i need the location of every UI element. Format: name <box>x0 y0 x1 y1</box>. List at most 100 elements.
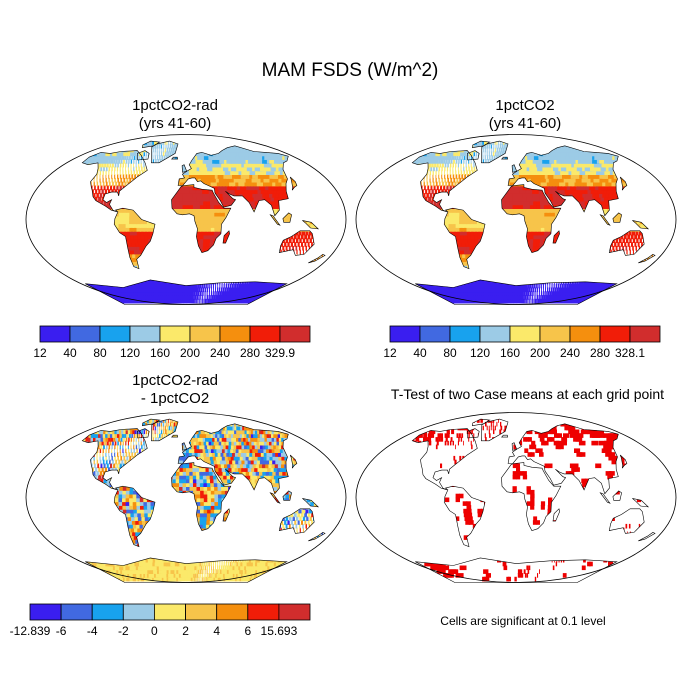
coastline-sumatra <box>599 214 611 226</box>
coastline-new-guinea <box>632 498 650 508</box>
coastline-africa <box>171 462 232 531</box>
map-panel-2 <box>355 134 677 305</box>
colorbar-1-swatch <box>39 325 71 343</box>
coastline-new-zealand <box>638 532 656 542</box>
map-1-field <box>82 141 325 304</box>
coastline-uk <box>181 164 188 173</box>
colorbar-3-swatch <box>91 603 124 621</box>
coastline-africa <box>501 462 562 531</box>
coastline-north-america <box>81 428 148 491</box>
colorbar-2-label: 280 <box>590 346 610 360</box>
coastline-greenland <box>151 140 179 164</box>
coastline-sumatra <box>269 492 281 504</box>
colorbar-3-label: 15.693 <box>261 624 298 638</box>
coastline-north-america <box>411 150 478 213</box>
coastline-sumatra <box>269 214 281 226</box>
panel-2-title: 1pctCO2 (yrs 41-60) <box>360 97 690 133</box>
colorbar-3-label: 2 <box>182 624 189 638</box>
coastline-new-zealand <box>308 254 326 264</box>
colorbar-2-swatch <box>599 325 631 343</box>
coastline-japan <box>289 176 298 191</box>
colorbar-3-label: 4 <box>213 624 220 638</box>
coastline-madagascar <box>222 230 230 244</box>
panel-3-title-line1: 1pctCO2-rad <box>132 372 218 389</box>
colorbar-3-swatch <box>153 603 186 621</box>
coastline-uk <box>511 164 518 173</box>
panel-4-title-line1: T-Test of two Case means at each grid po… <box>390 386 665 402</box>
colorbar-3-swatch <box>60 603 93 621</box>
coastline-eurasia <box>507 423 619 495</box>
coastline-south-america <box>443 207 486 270</box>
coastline-borneo <box>612 490 622 501</box>
colorbar-2-label: 12 <box>383 346 397 360</box>
coastline-australia <box>278 508 315 534</box>
colorbar-1-label: 80 <box>93 346 107 360</box>
colorbar-3-label: 0 <box>151 624 158 638</box>
significance-note: Cells are significant at 0.1 level <box>440 614 606 628</box>
colorbar-2-label: 40 <box>413 346 427 360</box>
colorbar-1-label: 200 <box>180 346 200 360</box>
coastline-greenland <box>151 418 179 442</box>
coastline-iceland <box>501 156 509 160</box>
colorbar-2-label: 240 <box>560 346 580 360</box>
colorbar-3-label: -4 <box>87 624 98 638</box>
coastline-new-guinea <box>302 498 320 508</box>
colorbar-1-swatch <box>249 325 281 343</box>
map-4-field <box>412 419 655 582</box>
colorbar-1-label: 120 <box>120 346 140 360</box>
coastline-uk <box>181 442 188 451</box>
coastline-ellesmere <box>472 140 491 149</box>
coastline-japan <box>289 454 298 469</box>
coastline-ellesmere <box>142 418 161 427</box>
colorbar-1: 12 40 80 120 160 200 240 280 329.9 <box>33 325 311 360</box>
coastline-new-zealand <box>308 532 326 542</box>
colorbar-3-label: 6 <box>244 624 251 638</box>
colorbar-2-label: 200 <box>530 346 550 360</box>
colorbar-1-label: 240 <box>210 346 230 360</box>
coastline-australia <box>278 230 315 256</box>
coastline-new-guinea <box>632 220 650 230</box>
coastline-north-america <box>81 150 148 213</box>
coastline-north-america <box>411 428 478 491</box>
colorbar-1-swatch <box>219 325 251 343</box>
map-1-border <box>25 134 347 305</box>
coastline-australia <box>608 508 645 534</box>
colorbar-2-swatch <box>509 325 541 343</box>
map-1-coastlines <box>81 140 326 305</box>
colorbar-1-swatch <box>129 325 161 343</box>
colorbar-2-swatch <box>419 325 451 343</box>
colorbar-2-swatch <box>569 325 601 343</box>
colorbar-3-swatch <box>29 603 62 621</box>
coastline-eurasia <box>177 145 289 217</box>
colorbar-2-label: 160 <box>500 346 520 360</box>
coastline-greenland <box>481 418 509 442</box>
colorbar-1-swatch <box>279 325 311 343</box>
colorbar-2-swatch <box>539 325 571 343</box>
coastline-sumatra <box>599 492 611 504</box>
coastline-south-america <box>113 207 156 270</box>
map-panel-3 <box>25 412 347 583</box>
coastline-iceland <box>501 434 509 438</box>
colorbar-1-label: 280 <box>240 346 260 360</box>
coastline-eurasia <box>507 145 619 217</box>
colorbar-3-label: -6 <box>56 624 67 638</box>
coastline-south-america <box>443 485 486 548</box>
panel-1-title-line1: 1pctCO2-rad <box>132 97 218 114</box>
panel-1-title-line2: (yrs 41-60) <box>138 115 212 132</box>
figure-title: MAM FSDS (W/m^2) <box>261 60 439 81</box>
coastline-borneo <box>282 212 292 223</box>
colorbar-2-label: 328.1 <box>615 346 645 360</box>
colorbar-2-swatch <box>389 325 421 343</box>
colorbar-1-label: 160 <box>150 346 170 360</box>
colorbar-3-swatch <box>122 603 155 621</box>
coastline-baffin-island <box>466 428 480 439</box>
coastline-eurasia <box>177 423 289 495</box>
coastline-ellesmere <box>142 140 161 149</box>
coastline-madagascar <box>222 508 230 522</box>
panel-1-title: 1pctCO2-rad (yrs 41-60) <box>10 97 340 133</box>
map-3-border <box>25 412 347 583</box>
coastline-greenland <box>481 140 509 164</box>
panel-3-title: 1pctCO2-rad - 1pctCO2 <box>10 372 340 408</box>
coastline-iceland <box>171 156 179 160</box>
colorbar-3: -12.839 -6 -4 -2 0 2 4 6 15.693 <box>10 603 311 638</box>
